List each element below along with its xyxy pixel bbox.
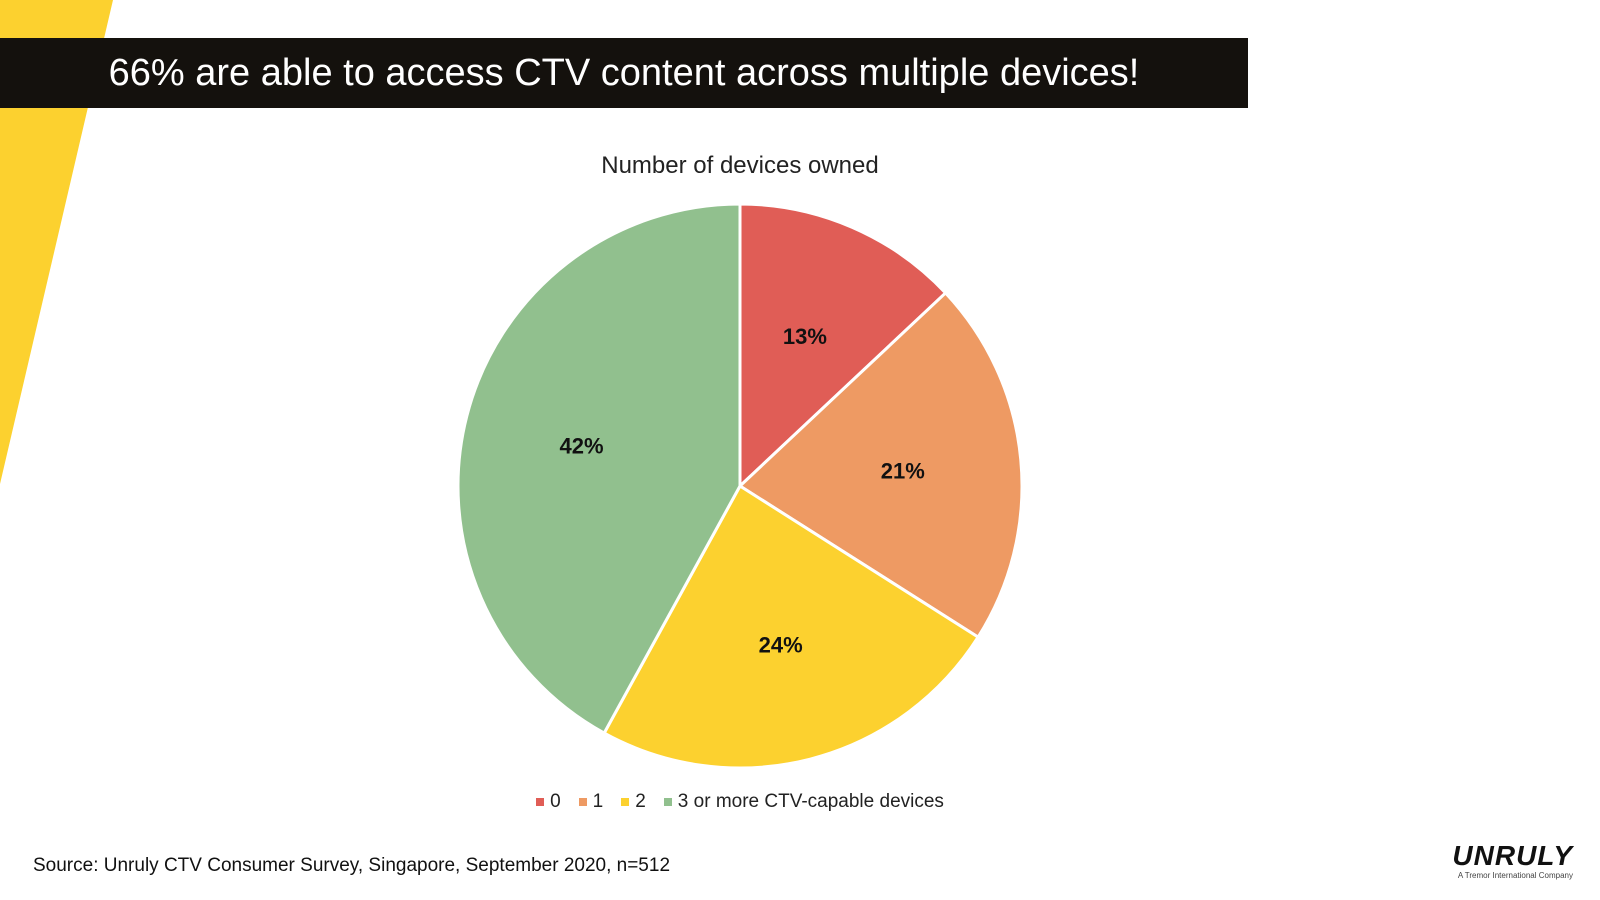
- legend-item-3: 3 or more CTV-capable devices: [663, 791, 944, 813]
- chart-title: Number of devices owned: [601, 152, 879, 179]
- legend-label: 2: [635, 791, 646, 812]
- pie-slice-2: [602, 483, 981, 770]
- pie-slice-3: [456, 202, 742, 736]
- logo-wordmark: UNRULY: [1452, 840, 1573, 871]
- unruly-logo: UNRULY A Tremor International Company: [1452, 840, 1573, 881]
- pie-slice-0: [738, 202, 948, 490]
- source-note: Source: Unruly CTV Consumer Survey, Sing…: [33, 855, 671, 876]
- data-label-1: 21%: [881, 459, 925, 484]
- legend-swatch: [536, 798, 545, 806]
- legend-item-0: 0: [536, 791, 561, 813]
- legend-label: 1: [592, 791, 604, 812]
- legend-swatch: [663, 798, 672, 806]
- legend-label: 0: [550, 791, 561, 812]
- headline-text: 66% are able to access CTV content acros…: [108, 51, 1140, 94]
- data-label-3: 42%: [560, 433, 604, 458]
- legend-item-2: 2: [621, 791, 646, 813]
- headline-banner: 66% are able to access CTV content acros…: [0, 38, 1248, 108]
- yellow-accent-stripe: [0, 0, 113, 484]
- legend-label: 3 or more CTV-capable devices: [677, 791, 944, 812]
- legend-item-1: 1: [578, 791, 604, 813]
- data-label-0: 13%: [783, 324, 827, 349]
- chart-legend: 0 1 2 3 or more CTV-capable devices: [0, 791, 1480, 813]
- legend-swatch: [578, 798, 587, 806]
- pie-slice-1: [737, 290, 1024, 640]
- logo-tagline: A Tremor International Company: [1457, 871, 1573, 880]
- data-label-2: 24%: [759, 632, 803, 657]
- legend-swatch: [621, 798, 630, 806]
